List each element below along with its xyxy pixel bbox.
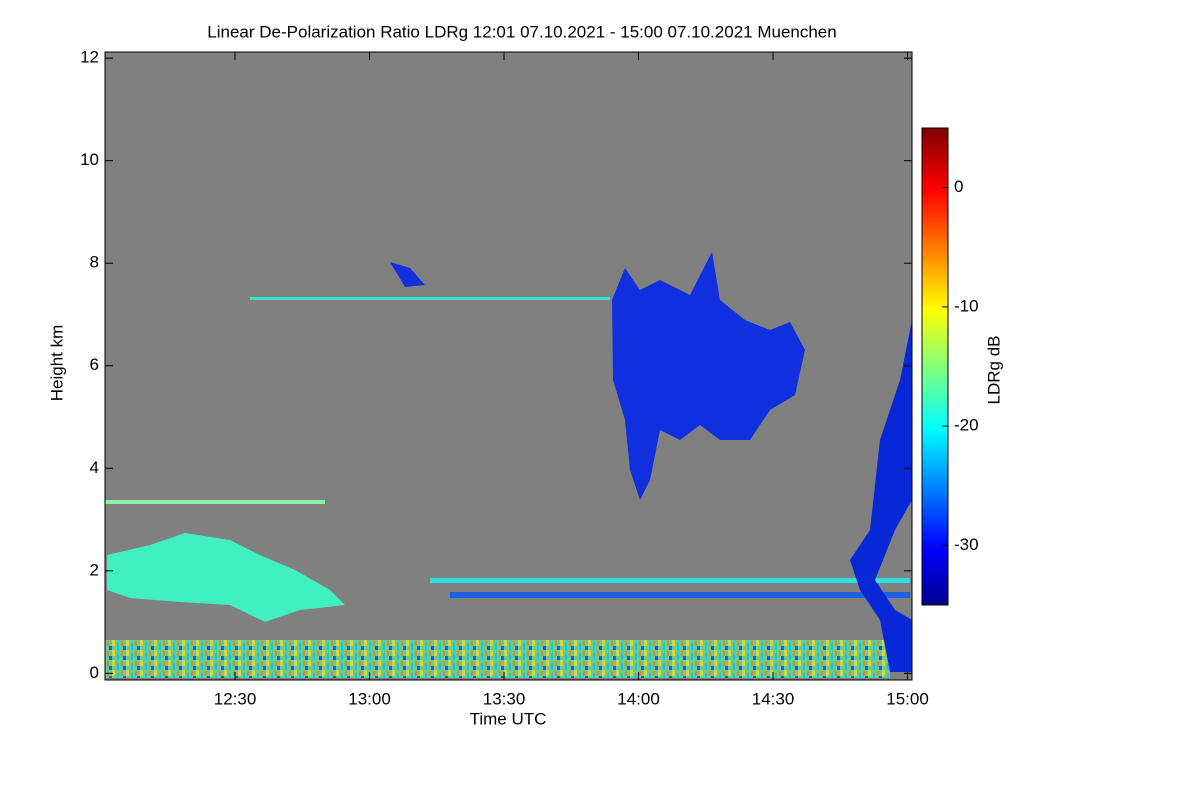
x-tick-label: 14:30 <box>752 689 795 708</box>
x-tick-label: 14:00 <box>617 689 660 708</box>
lidar-features <box>105 252 912 678</box>
colorbar-tick-label: -20 <box>954 416 979 435</box>
colorbar-label: LDRg dB <box>984 336 1003 405</box>
y-tick-label: 0 <box>90 663 99 682</box>
y-tick-label: 12 <box>80 48 99 67</box>
colorbar-tick-label: -10 <box>954 296 979 315</box>
x-tick-label: 13:30 <box>483 689 526 708</box>
y-axis-label: Height km <box>47 325 66 402</box>
colorbar-tick-label: 0 <box>954 177 963 196</box>
x-tick-label: 15:00 <box>886 689 929 708</box>
x-axis-label: Time UTC <box>470 709 547 728</box>
colorbar <box>921 127 949 606</box>
chart-title: Linear De-Polarization Ratio LDRg 12:01 … <box>207 22 836 41</box>
colorbar-tick-label: -30 <box>954 535 979 554</box>
y-tick-label: 4 <box>90 458 99 477</box>
x-tick-label: 13:00 <box>348 689 391 708</box>
y-tick-label: 6 <box>90 355 99 374</box>
y-tick-label: 8 <box>90 253 99 272</box>
y-tick-label: 2 <box>90 560 99 579</box>
y-tick-label: 10 <box>80 150 99 169</box>
x-tick-label: 12:30 <box>214 689 257 708</box>
